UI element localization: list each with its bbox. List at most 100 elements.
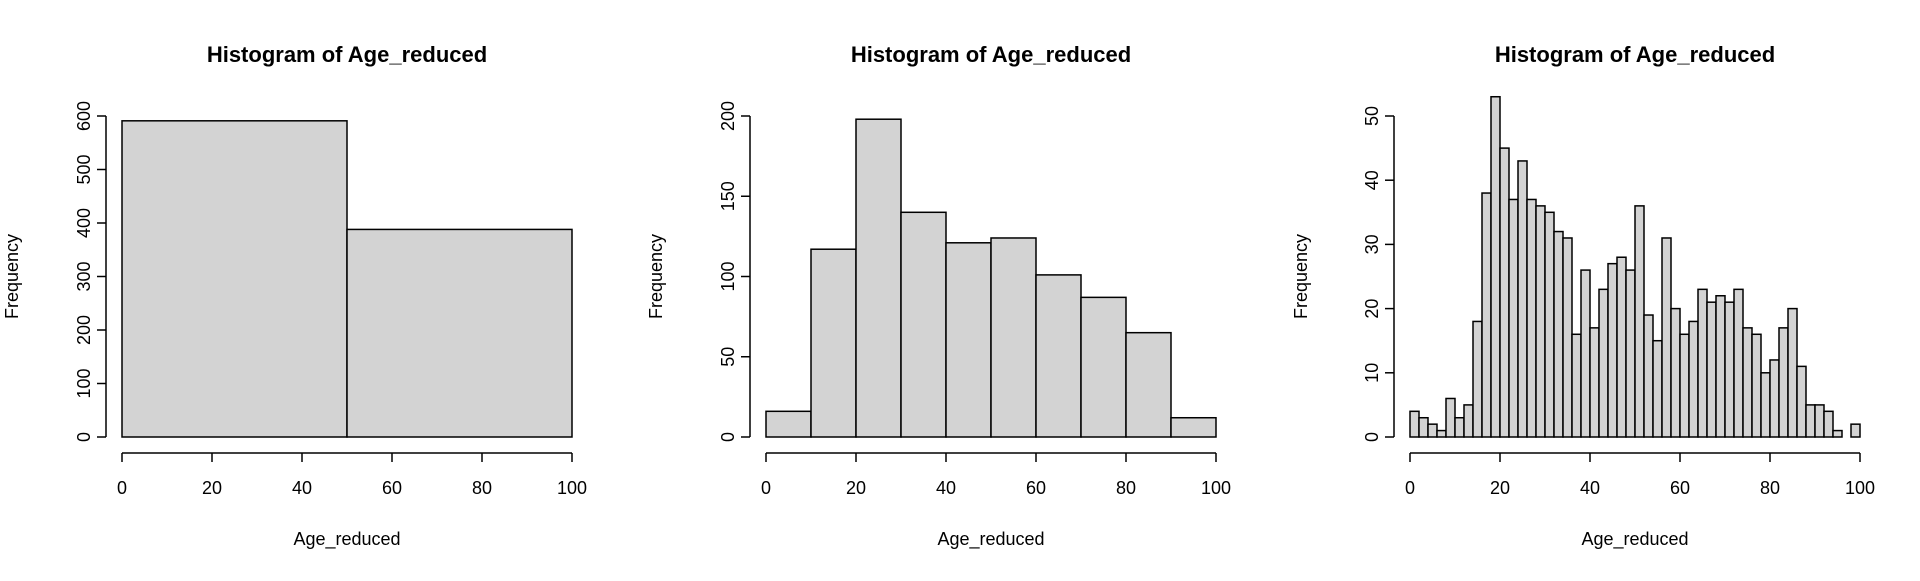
- histogram-bar: [1607, 262, 1618, 438]
- histogram-bar: [1598, 288, 1609, 438]
- y-tick-label: 100: [718, 261, 738, 291]
- histogram-bar: [1769, 359, 1780, 438]
- histogram-bar: [1526, 198, 1537, 438]
- x-tick-label: 100: [1845, 478, 1875, 498]
- x-tick-label: 60: [1026, 478, 1046, 498]
- histogram-bar: [1688, 320, 1699, 438]
- y-tick-label: 400: [74, 208, 94, 238]
- histogram-bar: [810, 248, 857, 438]
- histogram-bar: [1796, 365, 1807, 438]
- histogram-bar: [1697, 288, 1708, 438]
- histogram-bar: [1643, 314, 1654, 438]
- histogram-bar: [1125, 331, 1172, 438]
- y-tick-label: 200: [718, 101, 738, 131]
- histogram-bar: [346, 228, 573, 438]
- histogram-bar: [1715, 295, 1726, 438]
- y-tick-label: 300: [74, 261, 94, 291]
- histogram-bar: [1562, 237, 1573, 438]
- x-tick-label: 100: [1201, 478, 1231, 498]
- y-axis-label: Frequency: [646, 234, 666, 319]
- histogram-panel-2: Histogram of Age_reduced 0 20 40 60 80 100 0 50 1…: [646, 42, 1231, 550]
- x-tick-label: 0: [117, 478, 127, 498]
- histogram-bar: [1490, 95, 1501, 438]
- y-tick-label: 500: [74, 154, 94, 184]
- x-tick-label: 60: [1670, 478, 1690, 498]
- histogram-bar: [1409, 410, 1420, 438]
- histogram-bar: [1472, 320, 1483, 438]
- histogram-bar: [1805, 404, 1816, 438]
- histogram-panel-3: Histogram of Age_reduced 0 20 40 60 80 100 0 10 2…: [1291, 42, 1875, 550]
- histogram-bar: [1634, 205, 1645, 438]
- x-tick-label: 80: [1760, 478, 1780, 498]
- histogram-bar: [1553, 230, 1564, 438]
- y-tick-label: 0: [74, 432, 94, 442]
- histogram-bar: [1499, 147, 1510, 438]
- histogram-bar: [1625, 269, 1636, 438]
- histogram-bar: [1850, 423, 1861, 438]
- histogram-bar: [855, 118, 902, 438]
- histogram-bar: [1454, 416, 1465, 438]
- x-tick-label: 80: [1116, 478, 1136, 498]
- histogram-bar: [1080, 296, 1127, 438]
- histogram-bar: [1778, 327, 1789, 438]
- y-tick-label: 0: [1362, 432, 1382, 442]
- y-tick-label: 0: [718, 432, 738, 442]
- x-tick-label: 0: [761, 478, 771, 498]
- histogram-bar: [765, 410, 812, 438]
- histogram-bar: [1580, 269, 1591, 438]
- histogram-bar: [121, 120, 348, 438]
- histogram-bar: [1517, 160, 1528, 438]
- histogram-bar: [1652, 339, 1663, 438]
- x-tick-label: 20: [846, 478, 866, 498]
- x-tick-label: 40: [1580, 478, 1600, 498]
- histogram-bar: [1670, 307, 1681, 438]
- y-tick-label: 50: [1362, 106, 1382, 126]
- histogram-bar: [1724, 301, 1735, 438]
- x-axis-label: Age_reduced: [937, 529, 1044, 550]
- y-axis-label: Frequency: [1291, 234, 1311, 319]
- histogram-bar: [1508, 198, 1519, 438]
- histogram-bar: [1760, 372, 1771, 438]
- x-tick-label: 20: [1490, 478, 1510, 498]
- histogram-bar: [990, 237, 1037, 438]
- x-axis-label: Age_reduced: [293, 529, 400, 550]
- histogram-bar: [1481, 192, 1492, 438]
- y-tick-label: 40: [1362, 170, 1382, 190]
- histogram-bar: [1544, 211, 1555, 438]
- histogram-bar: [1463, 404, 1474, 438]
- histogram-bar: [1170, 416, 1217, 438]
- histogram-bar: [1035, 274, 1082, 438]
- histogram-bar: [1832, 429, 1843, 438]
- chart-title: Histogram of Age_reduced: [207, 42, 487, 67]
- histogram-bar: [1661, 237, 1672, 438]
- histogram-bar: [1823, 410, 1834, 438]
- y-tick-label: 10: [1362, 363, 1382, 383]
- y-tick-label: 600: [74, 101, 94, 131]
- x-tick-label: 40: [936, 478, 956, 498]
- y-tick-label: 100: [74, 368, 94, 398]
- histogram-bar: [1787, 307, 1798, 438]
- x-tick-label: 80: [472, 478, 492, 498]
- x-tick-label: 40: [292, 478, 312, 498]
- chart-title: Histogram of Age_reduced: [1495, 42, 1775, 67]
- x-axis-label: Age_reduced: [1581, 529, 1688, 550]
- histogram-panel-1: Histogram of Age_reduced 0 20 40 60 80 100 0 100…: [2, 42, 587, 550]
- y-tick-label: 50: [718, 347, 738, 367]
- x-tick-label: 100: [557, 478, 587, 498]
- histogram-bar: [1535, 205, 1546, 438]
- histogram-bar: [1589, 327, 1600, 438]
- histogram-bar: [1733, 288, 1744, 438]
- histogram-bar: [1616, 256, 1627, 438]
- histogram-bar: [1436, 429, 1447, 438]
- chart-title: Histogram of Age_reduced: [851, 42, 1131, 67]
- histogram-bar: [1742, 327, 1753, 438]
- histogram-bar: [900, 211, 947, 438]
- x-tick-label: 0: [1405, 478, 1415, 498]
- y-tick-label: 150: [718, 181, 738, 211]
- histogram-bar: [1445, 397, 1456, 438]
- y-tick-label: 20: [1362, 299, 1382, 319]
- histogram-bar: [1706, 301, 1717, 438]
- x-tick-label: 60: [382, 478, 402, 498]
